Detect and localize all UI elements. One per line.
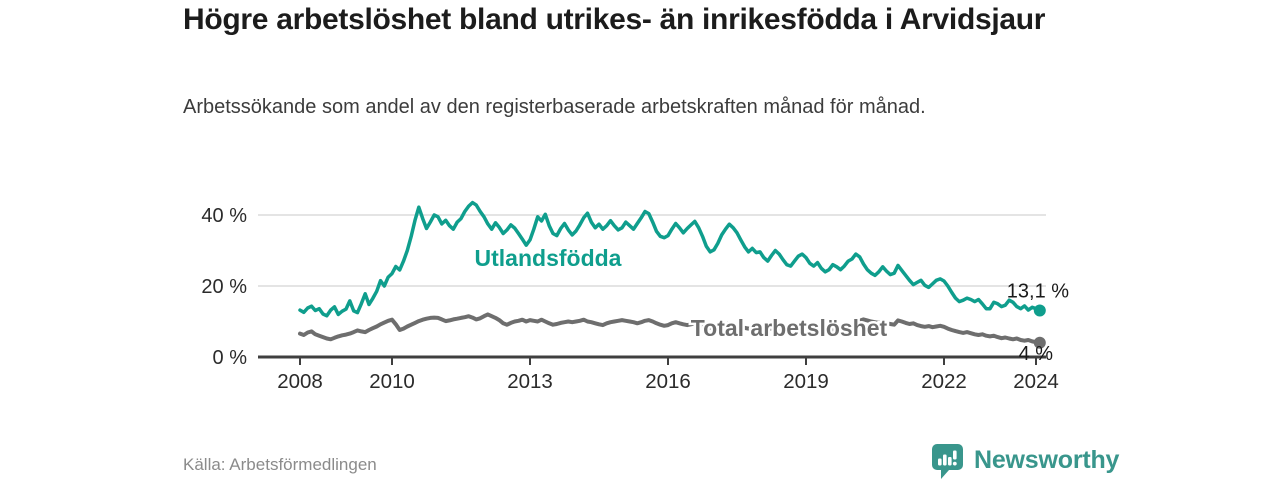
source-note: Källa: Arbetsförmedlingen bbox=[183, 455, 377, 474]
series-end-dot bbox=[1033, 336, 1046, 349]
x-axis-tick-label: 2010 bbox=[369, 370, 415, 393]
page-title: Högre arbetslöshet bland utrikes- än inr… bbox=[183, 3, 1046, 36]
series-label: Total arbetslöshet bbox=[691, 315, 888, 341]
y-axis-tick-label: 40 % bbox=[201, 205, 247, 227]
series-line-utlandsfodda bbox=[298, 200, 1042, 318]
series-end-dot bbox=[1033, 304, 1046, 317]
x-axis-tick-label: 2016 bbox=[645, 370, 691, 393]
newsworthy-wordmark: Newsworthy bbox=[974, 446, 1120, 474]
newsworthy-logo: Newsworthy bbox=[929, 441, 1119, 480]
series-end-value-label: 4 % bbox=[1019, 343, 1054, 365]
y-axis-tick-label: 0 % bbox=[213, 347, 248, 369]
chart-subtitle: Arbetssökande som andel av den registerb… bbox=[183, 96, 926, 118]
y-axis-tick-label: 20 % bbox=[201, 276, 247, 298]
x-axis-tick-label: 2024 bbox=[1013, 370, 1059, 393]
bar-chart-speech-bubble-icon bbox=[932, 444, 963, 479]
series-label: Utlandsfödda bbox=[475, 245, 622, 271]
x-axis-tick-label: 2019 bbox=[783, 370, 829, 393]
series-line-total-arbetsloshet bbox=[298, 312, 1042, 345]
series-end-value-label: 13,1 % bbox=[1007, 281, 1069, 303]
x-axis-tick-label: 2013 bbox=[507, 370, 553, 393]
x-axis-tick-label: 2022 bbox=[921, 370, 967, 393]
x-axis-tick-label: 2008 bbox=[277, 370, 323, 393]
